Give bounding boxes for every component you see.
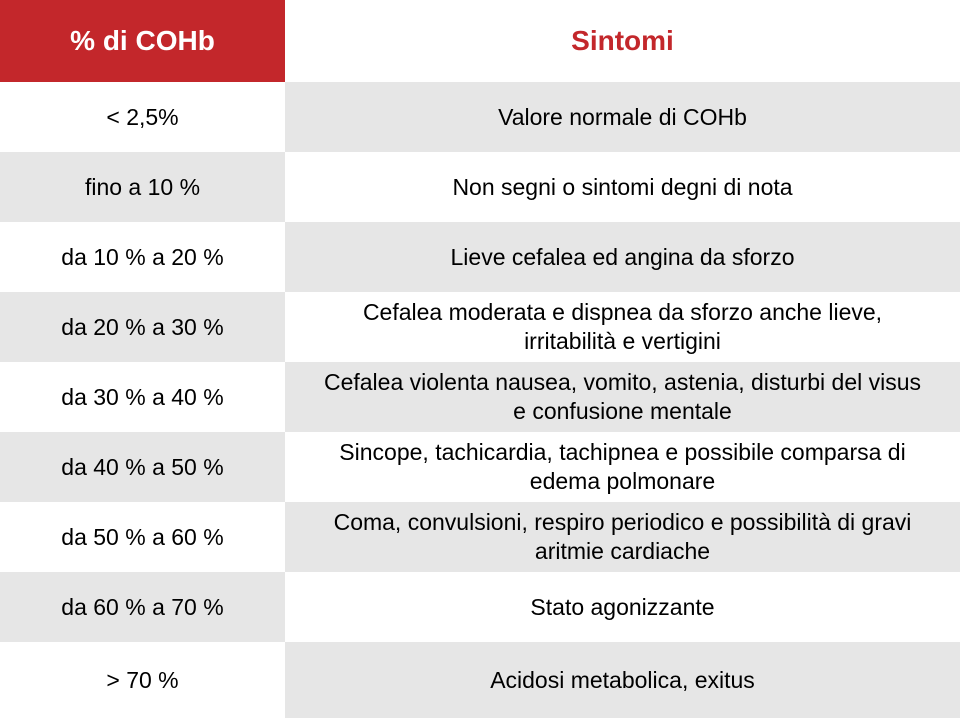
symptom-cell: Valore normale di COHb <box>285 82 960 152</box>
header-left: % di COHb <box>0 0 285 82</box>
table-row: > 70 % Acidosi metabolica, exitus <box>0 642 960 718</box>
level-cell: da 30 % a 40 % <box>0 362 285 432</box>
level-cell: da 60 % a 70 % <box>0 572 285 642</box>
symptom-cell: Cefalea violenta nausea, vomito, astenia… <box>285 362 960 432</box>
table-header-row: % di COHb Sintomi <box>0 0 960 82</box>
level-cell: da 20 % a 30 % <box>0 292 285 362</box>
symptom-cell: Sincope, tachicardia, tachipnea e possib… <box>285 432 960 502</box>
symptom-cell: Non segni o sintomi degni di nota <box>285 152 960 222</box>
level-cell: > 70 % <box>0 642 285 718</box>
table-row: da 40 % a 50 % Sincope, tachicardia, tac… <box>0 432 960 502</box>
level-cell: da 40 % a 50 % <box>0 432 285 502</box>
table-row: < 2,5% Valore normale di COHb <box>0 82 960 152</box>
level-cell: fino a 10 % <box>0 152 285 222</box>
table-row: da 60 % a 70 % Stato agonizzante <box>0 572 960 642</box>
symptom-cell: Coma, convulsioni, respiro periodico e p… <box>285 502 960 572</box>
table-row: da 50 % a 60 % Coma, convulsioni, respir… <box>0 502 960 572</box>
level-cell: da 10 % a 20 % <box>0 222 285 292</box>
symptom-cell: Stato agonizzante <box>285 572 960 642</box>
table-row: da 10 % a 20 % Lieve cefalea ed angina d… <box>0 222 960 292</box>
symptom-cell: Acidosi metabolica, exitus <box>285 642 960 718</box>
header-right: Sintomi <box>285 0 960 82</box>
symptom-cell: Lieve cefalea ed angina da sforzo <box>285 222 960 292</box>
level-cell: < 2,5% <box>0 82 285 152</box>
level-cell: da 50 % a 60 % <box>0 502 285 572</box>
table-row: da 30 % a 40 % Cefalea violenta nausea, … <box>0 362 960 432</box>
symptom-cell: Cefalea moderata e dispnea da sforzo anc… <box>285 292 960 362</box>
table-row: da 20 % a 30 % Cefalea moderata e dispne… <box>0 292 960 362</box>
symptoms-table: % di COHb Sintomi < 2,5% Valore normale … <box>0 0 960 718</box>
table-row: fino a 10 % Non segni o sintomi degni di… <box>0 152 960 222</box>
